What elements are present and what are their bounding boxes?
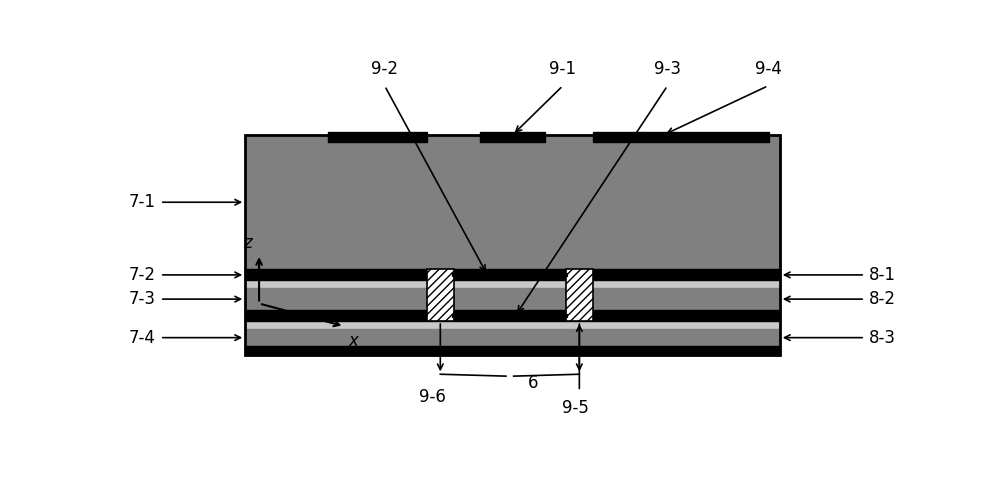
Text: 8-1: 8-1	[869, 266, 896, 284]
Bar	[245, 310, 780, 321]
Bar	[427, 269, 454, 321]
Bar	[245, 135, 780, 355]
Bar	[245, 321, 780, 329]
Text: 9-3: 9-3	[654, 60, 681, 78]
Bar	[480, 132, 545, 141]
Text: 9-4: 9-4	[755, 60, 782, 78]
Text: 9-5: 9-5	[562, 399, 589, 417]
Bar	[566, 269, 593, 321]
Text: 7-3: 7-3	[129, 290, 156, 308]
Text: 7-2: 7-2	[129, 266, 156, 284]
Bar	[245, 269, 780, 281]
Bar	[245, 288, 780, 310]
Text: x: x	[348, 332, 358, 350]
Bar	[245, 281, 780, 288]
Text: 9-2: 9-2	[371, 60, 398, 78]
Text: 6: 6	[528, 374, 538, 392]
Text: 8-3: 8-3	[869, 329, 896, 347]
Text: z: z	[243, 234, 252, 252]
Text: 9-1: 9-1	[549, 60, 576, 78]
Text: 8-2: 8-2	[869, 290, 896, 308]
Bar	[245, 135, 780, 269]
Bar	[245, 347, 780, 355]
Bar	[245, 329, 780, 347]
Bar	[328, 132, 427, 141]
Bar	[593, 132, 769, 141]
Text: 9-6: 9-6	[419, 387, 446, 406]
Text: 7-1: 7-1	[129, 193, 156, 211]
Text: 7-4: 7-4	[129, 329, 156, 347]
